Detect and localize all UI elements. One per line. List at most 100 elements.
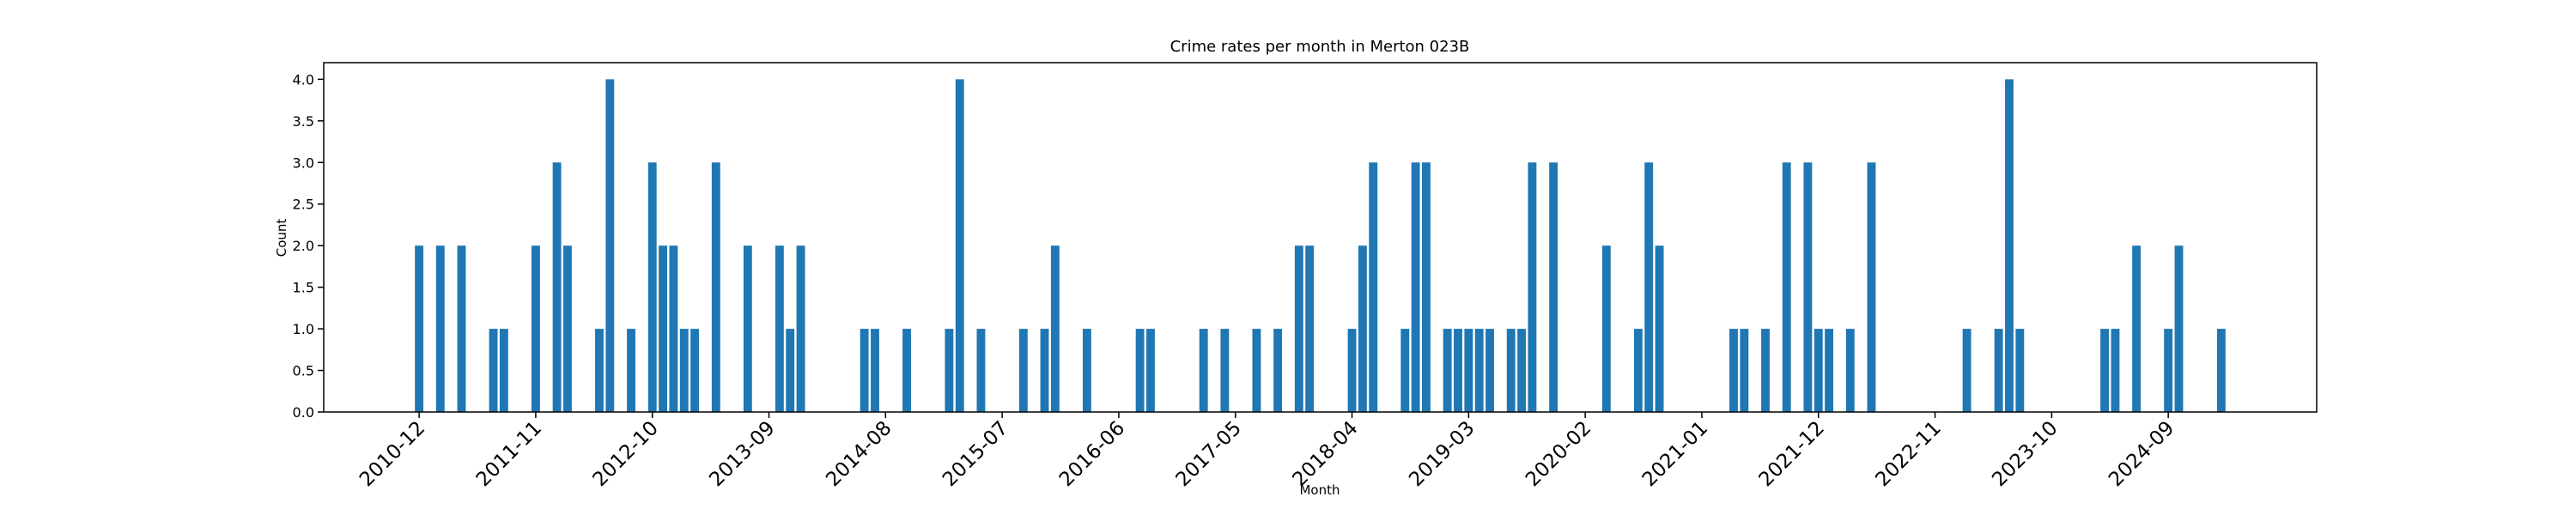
x-tick-label: 2016-06	[1055, 417, 1129, 491]
y-tick-label: 3.5	[293, 113, 314, 130]
x-tick-label: 2020-02	[1522, 417, 1595, 491]
x-tick-label: 2021-12	[1755, 417, 1829, 491]
bar	[1199, 329, 1208, 412]
bar	[531, 245, 540, 412]
bar	[1411, 162, 1420, 413]
bar	[1761, 329, 1770, 412]
y-tick-label: 1.5	[293, 280, 314, 296]
bar	[1347, 329, 1357, 412]
bar	[1358, 245, 1367, 412]
bar	[1252, 329, 1261, 412]
bar	[1422, 162, 1431, 413]
bar	[1050, 245, 1060, 412]
bar	[1146, 329, 1155, 412]
bar	[659, 245, 668, 412]
bar	[1400, 329, 1410, 412]
bar	[1517, 329, 1527, 412]
bar	[976, 329, 986, 412]
bar	[1273, 329, 1283, 412]
bar	[1464, 329, 1473, 412]
bar	[1485, 329, 1494, 412]
x-tick-label: 2021-01	[1638, 417, 1712, 491]
bar	[669, 245, 678, 412]
bar	[563, 245, 572, 412]
bar	[945, 329, 954, 412]
bar	[1845, 329, 1855, 412]
x-tick-label: 2014-08	[822, 417, 896, 491]
bar	[1655, 245, 1664, 412]
bar	[1220, 329, 1230, 412]
y-tick-label: 2.0	[293, 238, 314, 254]
x-tick-label: 2024-09	[2105, 417, 2178, 491]
x-tick-label: 2012-10	[589, 417, 663, 491]
bar	[1740, 329, 1749, 412]
bar	[743, 245, 752, 412]
bar	[1082, 329, 1091, 412]
bar	[902, 329, 911, 412]
bar	[1040, 329, 1049, 412]
y-tick-label: 2.5	[293, 197, 314, 213]
bar	[605, 79, 615, 412]
bar	[1994, 329, 2003, 412]
x-tick-label: 2015-07	[939, 417, 1012, 491]
bar	[775, 245, 784, 412]
bar	[796, 245, 805, 412]
bar	[552, 162, 562, 413]
x-tick-label: 2022-11	[1871, 417, 1945, 491]
y-axis-label: Count	[274, 219, 289, 258]
bar	[2216, 329, 2226, 412]
x-tick-label: 2018-04	[1288, 417, 1362, 491]
bar	[2164, 329, 2173, 412]
bar	[786, 329, 795, 412]
bar	[1135, 329, 1145, 412]
bar	[871, 329, 879, 412]
bar	[1454, 329, 1462, 412]
bar	[627, 329, 635, 412]
bar	[1369, 162, 1378, 413]
y-tick-label: 0.0	[293, 404, 314, 421]
bar	[1782, 162, 1791, 413]
bar	[1803, 162, 1813, 413]
bar	[1474, 329, 1484, 412]
bar	[2015, 329, 2025, 412]
plot-frame	[323, 62, 2318, 413]
bar	[1443, 329, 1452, 412]
bar	[647, 162, 657, 413]
bar	[1294, 245, 1303, 412]
x-tick-label: 2023-10	[1988, 417, 2062, 491]
bar	[711, 162, 720, 413]
bar	[435, 245, 445, 412]
bar	[595, 329, 604, 412]
bar	[860, 329, 869, 412]
bar	[1506, 329, 1516, 412]
y-tick-label: 0.5	[293, 363, 314, 379]
bar	[679, 329, 689, 412]
bar	[2132, 245, 2142, 412]
bar	[1018, 329, 1028, 412]
bar	[690, 329, 700, 412]
bar	[1962, 329, 1971, 412]
bar	[499, 329, 508, 412]
bar	[1867, 162, 1876, 413]
bar	[1528, 162, 1537, 413]
bar	[415, 245, 424, 412]
y-tick-label: 3.0	[293, 154, 314, 171]
bar	[1729, 329, 1738, 412]
bar	[2100, 329, 2110, 412]
bar	[457, 245, 466, 412]
y-tick-label: 4.0	[293, 71, 314, 88]
x-tick-label: 2017-05	[1172, 417, 1246, 491]
bar	[489, 329, 498, 412]
x-tick-label: 2011-11	[472, 417, 546, 491]
x-tick-label: 2010-12	[355, 417, 429, 491]
bar	[1825, 329, 1834, 412]
bar	[1601, 245, 1611, 412]
chart-title: Crime rates per month in Merton 023B	[1170, 38, 1470, 56]
bar	[1644, 162, 1654, 413]
bar	[1549, 162, 1558, 413]
bar	[2111, 329, 2120, 412]
bar	[1633, 329, 1643, 412]
bar	[1305, 245, 1315, 412]
